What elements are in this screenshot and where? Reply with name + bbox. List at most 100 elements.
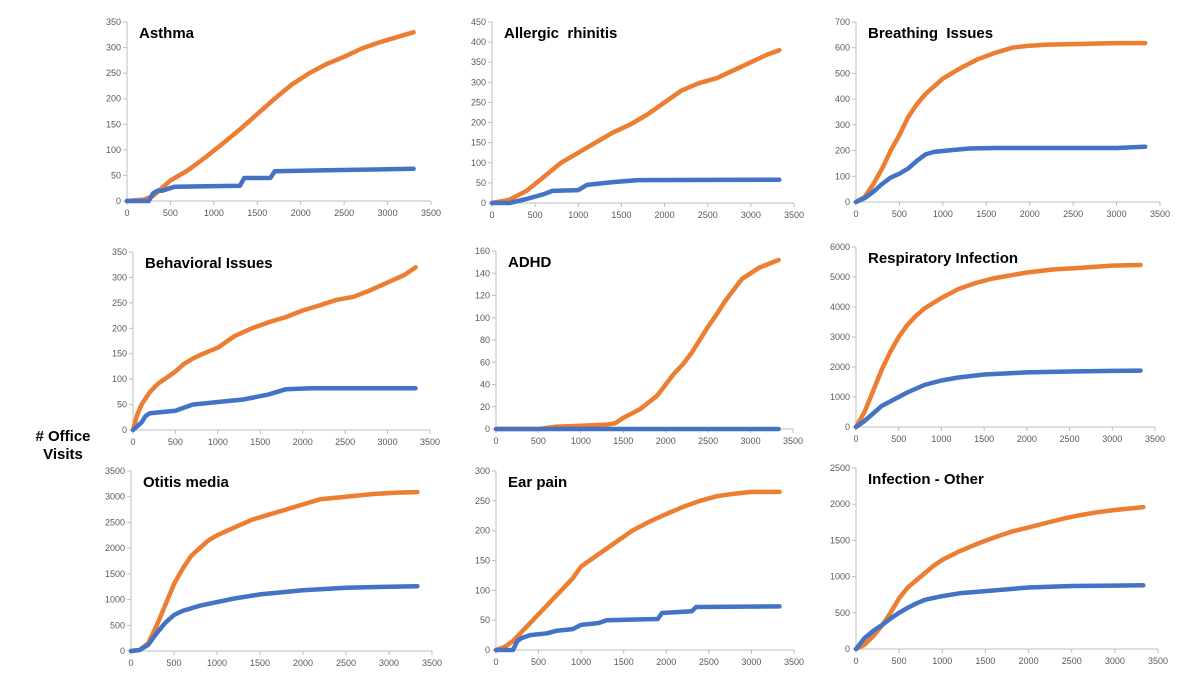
y-tick-label: 2500 <box>105 517 125 527</box>
y-tick-label: 500 <box>110 620 125 630</box>
y-tick-label: 500 <box>835 68 850 78</box>
chart-5: 0 20 40 60 80 100 120 140 160 0 500 1000 1500 2000 250… <box>475 246 803 446</box>
y-tick-label: 250 <box>475 496 490 506</box>
x-tick-label: 1500 <box>611 210 631 220</box>
y-tick-label: 300 <box>112 272 127 282</box>
y-tick-label: 500 <box>835 608 850 618</box>
y-tick-label: 300 <box>106 43 121 53</box>
x-tick-label: 3500 <box>422 658 442 668</box>
x-tick-label: 3000 <box>1105 656 1125 666</box>
y-tick-label: 3000 <box>105 492 125 502</box>
x-tick-label: 3500 <box>420 437 440 447</box>
series-line-orange <box>128 489 420 654</box>
series-line-blue <box>853 583 1146 652</box>
y-axis-label-line1: # Office <box>35 428 91 445</box>
series-line-blue <box>489 177 782 206</box>
y-tick-label: 1500 <box>105 569 125 579</box>
y-tick-label: 100 <box>475 585 490 595</box>
x-tick-label: 1000 <box>204 208 224 218</box>
x-tick-label: 2000 <box>291 208 311 218</box>
y-tick-label: 100 <box>475 313 490 323</box>
series-line-blue <box>853 144 1148 205</box>
x-tick-label: 2500 <box>336 658 356 668</box>
y-tick-label: 20 <box>480 402 490 412</box>
chart-title: ADHD <box>508 254 551 271</box>
series-line-blue <box>130 386 418 433</box>
x-tick-label: 2000 <box>656 436 676 446</box>
y-tick-label: 1000 <box>105 595 125 605</box>
y-tick-label: 200 <box>471 118 486 128</box>
x-tick-label: 1500 <box>976 209 996 219</box>
y-tick-label: 700 <box>835 17 850 27</box>
y-tick-label: 250 <box>112 298 127 308</box>
x-tick-label: 1500 <box>614 657 634 667</box>
y-tick-label: 600 <box>835 43 850 53</box>
y-tick-label: 50 <box>111 170 121 180</box>
x-tick-label: 500 <box>892 656 907 666</box>
x-tick-label: 1000 <box>571 657 591 667</box>
x-tick-label: 3500 <box>784 657 804 667</box>
series-line-orange <box>853 262 1143 430</box>
x-tick-label: 500 <box>168 437 183 447</box>
series-line-orange <box>489 47 782 206</box>
x-tick-label: 3000 <box>378 208 398 218</box>
y-tick-label: 400 <box>835 94 850 104</box>
series-line-blue <box>128 583 420 654</box>
x-tick-label: 0 <box>493 436 498 446</box>
series-line-blue <box>853 368 1143 430</box>
y-tick-label: 50 <box>480 615 490 625</box>
chart-2: 0 50 100 150 200 250 300 350 400 450 0 500 1000 1500 2… <box>471 17 804 220</box>
x-tick-label: 2500 <box>334 208 354 218</box>
x-tick-label: 1000 <box>208 437 228 447</box>
x-tick-label: 2000 <box>656 657 676 667</box>
x-tick-label: 2500 <box>698 210 718 220</box>
y-tick-label: 400 <box>471 37 486 47</box>
x-tick-label: 0 <box>130 437 135 447</box>
x-tick-label: 2000 <box>1020 209 1040 219</box>
x-tick-label: 500 <box>892 209 907 219</box>
x-tick-label: 2500 <box>1062 656 1082 666</box>
y-tick-label: 200 <box>835 146 850 156</box>
y-tick-label: 0 <box>845 197 850 207</box>
x-tick-label: 3500 <box>783 436 803 446</box>
x-tick-label: 0 <box>124 208 129 218</box>
y-tick-label: 0 <box>485 645 490 655</box>
y-tick-label: 150 <box>106 119 121 129</box>
chart-title: Respiratory Infection <box>868 250 1018 267</box>
x-tick-label: 3000 <box>379 658 399 668</box>
x-tick-label: 3000 <box>1107 209 1127 219</box>
y-tick-label: 100 <box>106 145 121 155</box>
series-line-orange <box>124 29 416 204</box>
x-tick-label: 2500 <box>335 437 355 447</box>
x-tick-label: 2500 <box>699 657 719 667</box>
y-tick-label: 200 <box>475 526 490 536</box>
series-line-blue <box>493 604 782 653</box>
y-tick-label: 300 <box>475 466 490 476</box>
chart-9: 0 500 1000 1500 2000 2500 0 500 1000 1500 2000 2500… <box>830 463 1168 666</box>
y-tick-label: 3500 <box>105 466 125 476</box>
y-tick-label: 150 <box>112 349 127 359</box>
x-tick-label: 1000 <box>933 209 953 219</box>
y-tick-label: 0 <box>116 196 121 206</box>
y-tick-label: 300 <box>471 77 486 87</box>
x-tick-label: 2000 <box>655 210 675 220</box>
x-tick-label: 2000 <box>293 437 313 447</box>
x-tick-label: 0 <box>489 210 494 220</box>
y-tick-label: 120 <box>475 291 490 301</box>
x-tick-label: 0 <box>853 434 858 444</box>
y-tick-label: 1500 <box>830 535 850 545</box>
x-tick-label: 2000 <box>1017 434 1037 444</box>
chart-title: Otitis media <box>143 474 230 491</box>
y-tick-label: 0 <box>481 198 486 208</box>
x-tick-label: 3500 <box>1148 656 1168 666</box>
x-tick-label: 500 <box>891 434 906 444</box>
x-tick-label: 0 <box>493 657 498 667</box>
x-tick-label: 1000 <box>207 658 227 668</box>
chart-6: 0 1000 2000 3000 4000 5000 6000 0 500 1000 1500 200… <box>830 242 1165 444</box>
chart-title: Breathing Issues <box>868 25 993 42</box>
y-tick-label: 5000 <box>830 272 850 282</box>
chart-title: Ear pain <box>508 474 567 491</box>
chart-title: Allergic rhinitis <box>504 25 617 42</box>
chart-title: Infection - Other <box>868 471 984 488</box>
